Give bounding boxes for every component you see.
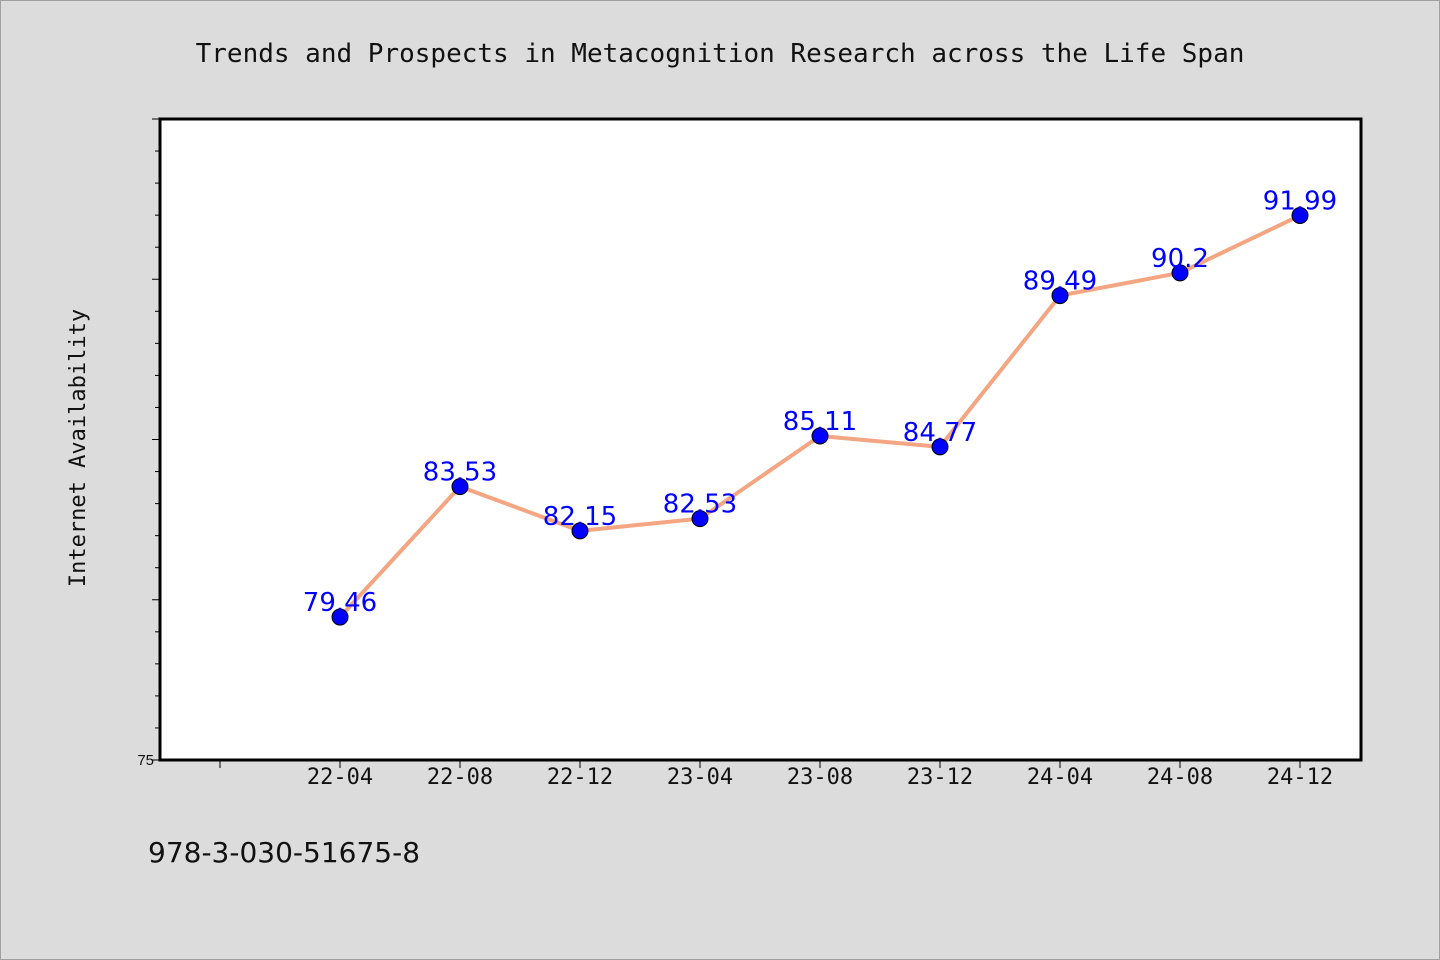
data-label: 79.46 xyxy=(303,588,377,618)
data-label: 82.15 xyxy=(543,502,617,532)
data-label: 85.11 xyxy=(783,407,857,437)
data-point xyxy=(931,438,949,456)
x-tick-label: 24-08 xyxy=(1147,765,1213,790)
x-tick-label: 24-12 xyxy=(1267,765,1333,790)
data-point xyxy=(691,510,709,528)
data-point xyxy=(1051,287,1069,305)
data-label: 90.2 xyxy=(1151,244,1209,274)
chart-title: Trends and Prospects in Metacognition Re… xyxy=(196,39,1245,69)
data-label: 82.53 xyxy=(663,490,737,520)
x-tick-label: 23-08 xyxy=(787,765,853,790)
data-point xyxy=(571,522,589,540)
plot-area xyxy=(158,117,1363,762)
data-labels: 79.46 83.53 82.15 82.53 85.11 84.77 89.49 90.2 9… xyxy=(303,186,1337,618)
x-tick-label: 22-08 xyxy=(427,765,493,790)
data-label: 91.99 xyxy=(1263,186,1337,216)
x-axis-ticks: 22-04 22-08 22-12 23-04 23-08 23-12 24-04 24-08… xyxy=(219,760,1333,790)
data-point xyxy=(331,608,349,626)
data-point xyxy=(1171,264,1189,282)
footer-isbn: 978-3-030-51675-8 xyxy=(148,836,420,869)
data-label: 83.53 xyxy=(423,458,497,488)
data-point xyxy=(811,427,829,445)
x-tick-label: 24-04 xyxy=(1027,765,1093,790)
y-tick-label: 75 xyxy=(137,752,154,769)
x-tick-label: 23-04 xyxy=(667,765,733,790)
y-axis-label: Internet Availability xyxy=(66,309,91,587)
data-point xyxy=(1291,206,1309,224)
y-axis-ticks: 75 xyxy=(137,118,160,769)
data-label: 89.49 xyxy=(1023,267,1097,297)
x-tick-label: 22-04 xyxy=(307,765,373,790)
x-tick-label: 22-12 xyxy=(547,765,613,790)
series-layer xyxy=(331,206,1309,626)
data-label: 84.77 xyxy=(903,418,977,448)
x-tick-label: 23-12 xyxy=(907,765,973,790)
data-point xyxy=(451,478,469,496)
